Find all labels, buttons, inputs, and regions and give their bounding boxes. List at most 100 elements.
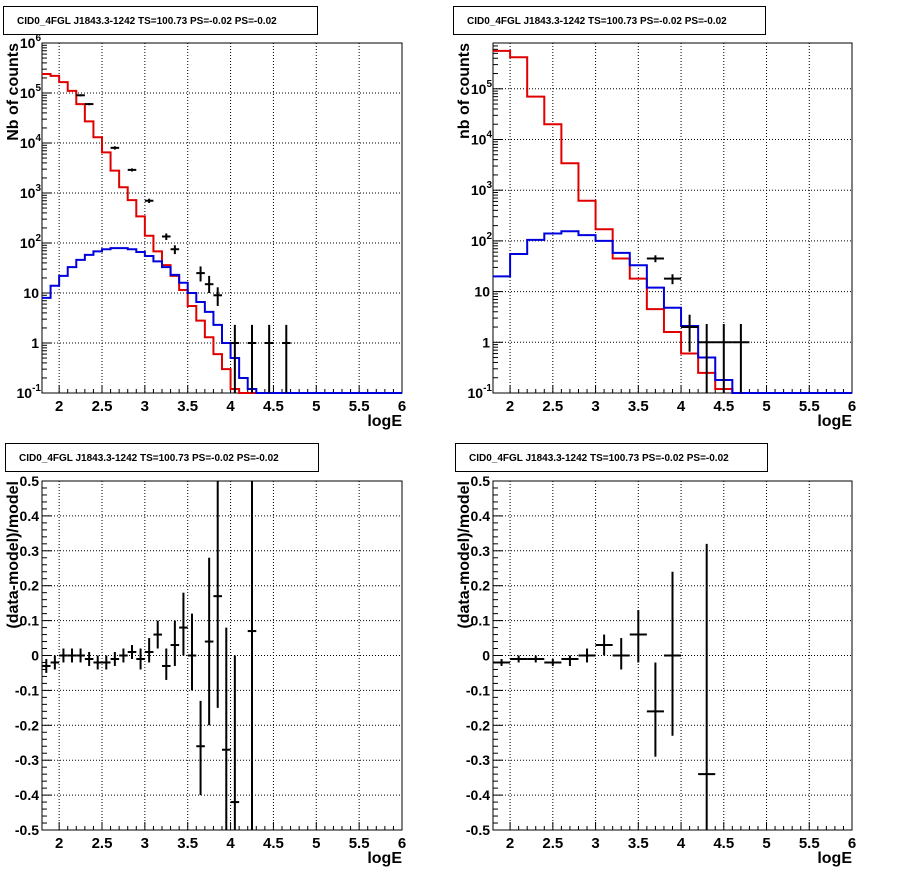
data-point	[196, 700, 205, 796]
y-tick-label: -0.3	[15, 752, 39, 768]
panel-top-right: CID0_4FGL J1843.3-1242 TS=100.73 PS=-0.0…	[453, 6, 856, 430]
data-point	[162, 233, 171, 240]
x-tick-label: 3.5	[628, 835, 649, 852]
data-point	[681, 314, 699, 352]
data-point	[510, 655, 528, 663]
x-tick-label: 3.5	[628, 398, 649, 415]
data-point	[646, 662, 664, 757]
series-model_source	[493, 230, 852, 394]
x-tick-label: 4.5	[713, 835, 734, 852]
x-tick-label: 3	[141, 835, 149, 852]
data-point	[732, 323, 750, 393]
y-tick-label: 10	[23, 285, 39, 301]
y-tick-label: 0.3	[471, 543, 491, 559]
title-box	[453, 6, 766, 35]
data-point	[42, 658, 51, 673]
data-point	[544, 658, 562, 666]
x-tick-label: 2	[55, 835, 63, 852]
y-tick-label: 105	[20, 83, 42, 101]
data-point	[102, 655, 111, 670]
x-tick-label: 3	[141, 398, 149, 415]
data-point	[67, 648, 77, 663]
y-tick-label: -0.3	[466, 752, 490, 768]
y-tick-label: 0.4	[20, 508, 40, 524]
chart-title: CID0_4FGL J1843.3-1242 TS=100.73 PS=-0.0…	[17, 16, 277, 27]
x-tick-label: 6	[398, 835, 406, 852]
data-point	[612, 638, 630, 670]
y-tick-label: -0.2	[15, 717, 39, 733]
x-tick-label: 6	[848, 398, 856, 415]
data-point	[76, 94, 85, 97]
x-tick-label: 4	[677, 835, 686, 852]
y-tick-label: 10	[474, 284, 490, 300]
data-point	[204, 557, 214, 726]
y-tick-label: 0.5	[471, 473, 491, 489]
data-point	[646, 255, 664, 263]
x-tick-label: 5.5	[799, 835, 820, 852]
y-tick-label: 10-1	[17, 383, 42, 401]
panel-bottom-right: CID0_4FGL J1843.3-1242 TS=100.73 PS=-0.0…	[455, 443, 856, 867]
data-point	[76, 648, 85, 663]
x-tick-label: 2	[506, 398, 514, 415]
x-axis-label: logE	[817, 413, 852, 430]
y-tick-label: 102	[471, 231, 493, 249]
data-point	[264, 324, 274, 393]
y-tick-label: 0.1	[471, 613, 491, 629]
x-axis-label: logE	[817, 850, 852, 867]
data-point	[110, 652, 120, 666]
data-point	[282, 324, 291, 393]
panel-bottom-left: CID0_4FGL J1843.3-1242 TS=100.73 PS=-0.0…	[5, 443, 406, 867]
data-point	[93, 655, 102, 670]
y-tick-label: 0.4	[471, 508, 491, 524]
y-tick-label: -0.1	[466, 682, 490, 698]
data-point	[179, 592, 188, 656]
data-point	[119, 648, 128, 663]
data-point	[698, 323, 716, 393]
x-tick-label: 6	[848, 835, 856, 852]
x-tick-label: 2.5	[92, 398, 113, 415]
x-tick-label: 2.5	[542, 835, 563, 852]
data-point	[230, 324, 240, 393]
data-point	[144, 198, 154, 204]
x-tick-label: 5	[312, 398, 320, 415]
y-tick-label: -0.5	[466, 822, 490, 838]
data-point	[144, 638, 154, 663]
x-tick-label: 2	[506, 835, 514, 852]
data-point	[162, 648, 171, 680]
data-point	[196, 266, 205, 282]
data-point	[110, 146, 120, 150]
data-point	[663, 571, 682, 736]
x-tick-label: 3	[591, 835, 599, 852]
data-point	[170, 245, 180, 255]
data-point	[84, 103, 94, 106]
data-point	[595, 634, 613, 656]
y-tick-label: 102	[20, 233, 42, 251]
y-tick-label: 104	[471, 129, 493, 147]
data-point	[629, 610, 647, 663]
x-tick-label: 6	[398, 398, 406, 415]
data-point	[715, 323, 733, 393]
y-tick-label: 0.5	[20, 473, 40, 489]
chart-title: CID0_4FGL J1843.3-1242 TS=100.73 PS=-0.0…	[467, 16, 727, 27]
x-tick-label: 4.5	[263, 835, 284, 852]
data-point	[247, 324, 257, 393]
x-axis-label: logE	[367, 413, 402, 430]
x-tick-label: 2	[55, 398, 63, 415]
data-point	[230, 655, 240, 830]
data-point	[170, 620, 180, 666]
series-model_total	[493, 49, 852, 394]
data-point	[50, 655, 60, 670]
panel-top-left: CID0_4FGL J1843.3-1242 TS=100.73 PS=-0.0…	[3, 6, 406, 430]
y-axis-label: (data-model)/model	[456, 481, 473, 629]
x-tick-label: 5.5	[799, 398, 820, 415]
data-point	[59, 648, 68, 663]
x-tick-label: 5	[762, 398, 770, 415]
y-axis-label: nb of counts	[456, 43, 473, 139]
y-tick-label: 103	[20, 183, 42, 201]
x-tick-label: 2.5	[542, 398, 563, 415]
x-tick-label: 4.5	[263, 398, 284, 415]
x-tick-label: 4	[226, 398, 235, 415]
title-box	[3, 6, 318, 35]
y-tick-label: 105	[471, 79, 493, 97]
data-point	[127, 168, 137, 172]
